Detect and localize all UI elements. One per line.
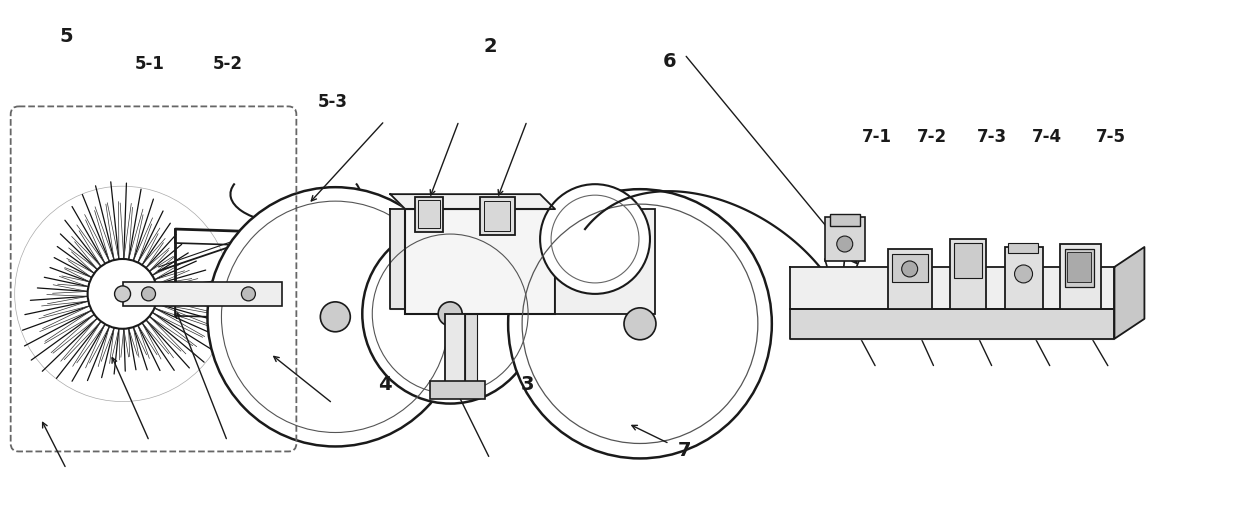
- Polygon shape: [790, 309, 1115, 339]
- Text: 5-2: 5-2: [212, 55, 242, 73]
- Bar: [415, 198, 443, 233]
- Text: 5-1: 5-1: [134, 55, 164, 73]
- Text: 2: 2: [484, 36, 497, 56]
- Ellipse shape: [438, 302, 463, 326]
- Bar: [892, 255, 928, 282]
- Bar: [888, 249, 931, 309]
- Ellipse shape: [362, 225, 538, 404]
- Text: 7: 7: [677, 440, 691, 460]
- Bar: [1064, 249, 1095, 287]
- Ellipse shape: [837, 236, 853, 252]
- Ellipse shape: [242, 287, 255, 301]
- Polygon shape: [1115, 247, 1145, 339]
- Text: 1: 1: [453, 374, 466, 393]
- Text: 7-3: 7-3: [977, 128, 1007, 145]
- Bar: [1059, 244, 1101, 309]
- Text: 7-2: 7-2: [918, 128, 947, 145]
- Bar: [430, 381, 485, 399]
- Bar: [830, 215, 859, 227]
- Text: 5-3: 5-3: [317, 92, 347, 111]
- Text: 7-5: 7-5: [1095, 128, 1126, 145]
- Bar: [1068, 252, 1091, 282]
- Bar: [418, 201, 440, 229]
- Ellipse shape: [320, 302, 351, 332]
- Ellipse shape: [88, 260, 157, 329]
- Ellipse shape: [1014, 266, 1033, 283]
- Ellipse shape: [508, 190, 771, 459]
- Text: 3: 3: [521, 374, 534, 393]
- Ellipse shape: [141, 287, 155, 301]
- Bar: [954, 243, 982, 278]
- Bar: [825, 218, 864, 262]
- Ellipse shape: [15, 187, 231, 402]
- Polygon shape: [790, 268, 1115, 309]
- Bar: [950, 239, 986, 309]
- Bar: [445, 314, 465, 384]
- Bar: [484, 201, 510, 232]
- Bar: [556, 210, 655, 314]
- Polygon shape: [391, 195, 556, 210]
- Ellipse shape: [624, 308, 656, 340]
- Bar: [480, 198, 515, 235]
- Text: 7-1: 7-1: [862, 128, 892, 145]
- Bar: [123, 282, 283, 306]
- Bar: [405, 210, 556, 314]
- Ellipse shape: [541, 185, 650, 294]
- Bar: [1008, 243, 1038, 254]
- Bar: [1004, 247, 1043, 309]
- Ellipse shape: [901, 262, 918, 277]
- Text: 5: 5: [60, 26, 73, 45]
- Ellipse shape: [114, 286, 130, 302]
- Polygon shape: [391, 210, 405, 309]
- Ellipse shape: [207, 188, 464, 446]
- Text: 6: 6: [662, 52, 676, 71]
- Bar: [465, 314, 477, 384]
- Text: 7-4: 7-4: [1032, 128, 1063, 145]
- Text: 4: 4: [378, 374, 392, 393]
